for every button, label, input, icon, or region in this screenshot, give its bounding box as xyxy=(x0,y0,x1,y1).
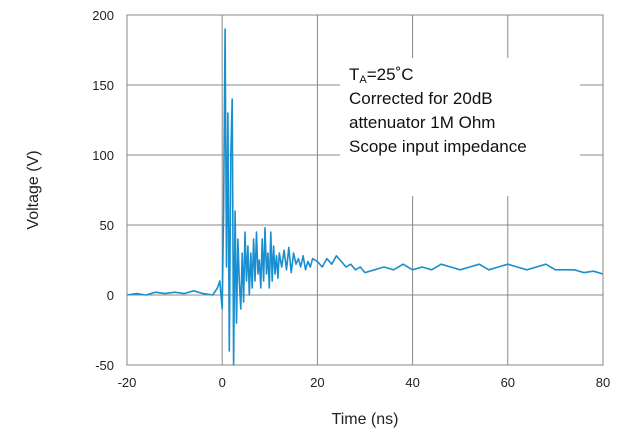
y-tick-label: -50 xyxy=(95,358,114,373)
annotation-line-3: attenuator 1M Ohm xyxy=(349,113,495,132)
y-tick-label: 200 xyxy=(92,8,114,23)
x-tick-label: 20 xyxy=(310,375,324,390)
x-tick-label: 0 xyxy=(219,375,226,390)
y-tick-label: 100 xyxy=(92,148,114,163)
annotation-line-4: Scope input impedance xyxy=(349,137,527,156)
y-axis-label: Voltage (V) xyxy=(25,150,42,229)
annotation: TA=25˚C Corrected for 20dB attenuator 1M… xyxy=(340,58,580,196)
x-tick-label: 60 xyxy=(501,375,515,390)
tick-labels: -20 0 20 40 60 80 -50 0 50 100 150 200 xyxy=(92,8,610,390)
x-tick-label: 40 xyxy=(405,375,419,390)
y-tick-label: 150 xyxy=(92,78,114,93)
x-tick-label: -20 xyxy=(118,375,137,390)
y-tick-label: 50 xyxy=(100,218,114,233)
x-axis-label: Time (ns) xyxy=(332,411,399,428)
plot-frame xyxy=(126,14,604,366)
annotation-line-2: Corrected for 20dB xyxy=(349,89,493,108)
y-tick-label: 0 xyxy=(107,288,114,303)
annotation-line-1: TA=25˚C xyxy=(349,65,414,86)
series-line xyxy=(126,28,604,366)
x-tick-label: 80 xyxy=(596,375,610,390)
